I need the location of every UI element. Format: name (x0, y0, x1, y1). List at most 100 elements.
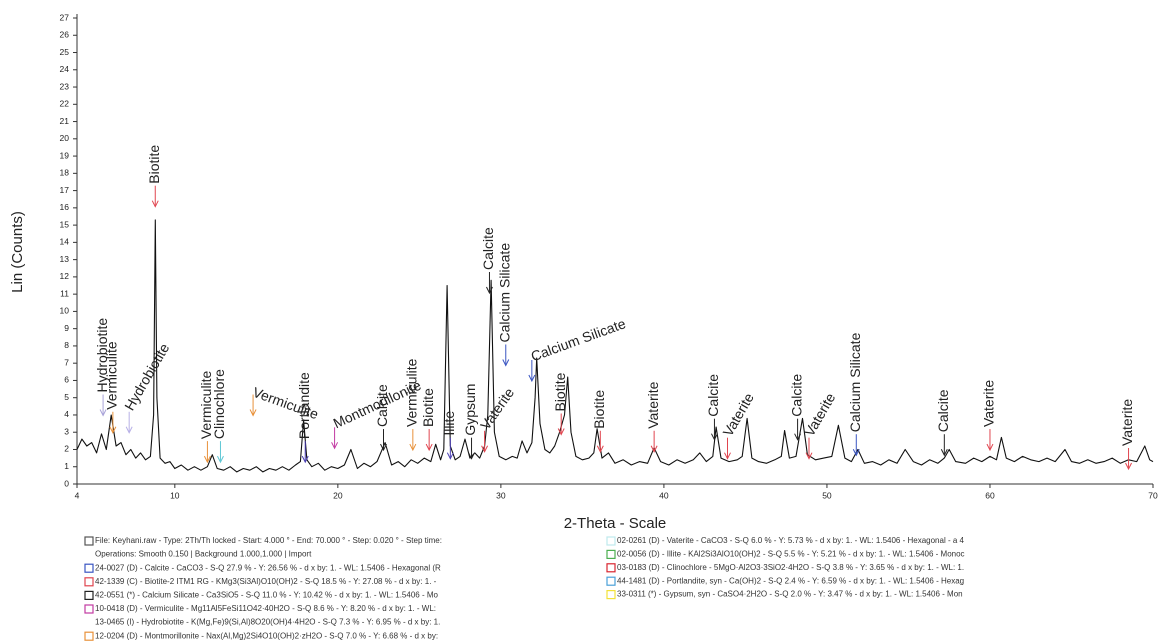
y-tick-label: 25 (60, 47, 70, 57)
legend-swatch (84, 536, 94, 546)
y-tick-label: 1 (64, 461, 69, 471)
annotation-arrowhead (650, 445, 658, 453)
x-axis-title: 2-Theta - Scale (564, 515, 667, 532)
legend-entry: 03-0183 (D) - Clinochlore - 5MgO·Al2O3·3… (617, 563, 964, 572)
y-tick-label: 20 (60, 133, 70, 143)
y-tick-label: 8 (64, 340, 69, 350)
annotation-arrowhead (1125, 462, 1132, 471)
annotation: Calcite (705, 374, 721, 417)
annotation-arrowhead (711, 433, 718, 441)
annotation-arrowhead (794, 433, 802, 441)
annotation: Calcium Silicate (847, 332, 863, 432)
annotation-arrowhead (502, 359, 510, 367)
annotation: Calcium Silicate (496, 243, 512, 343)
x-tick-label: 20 (333, 490, 343, 500)
legend-swatch (84, 604, 94, 614)
legend-swatch (84, 631, 94, 641)
annotation: Vaterite (1119, 399, 1135, 446)
annotation-arrowhead (852, 448, 860, 457)
y-tick-label: 0 (64, 478, 69, 488)
annotation-arrowhead (528, 374, 536, 383)
y-tick-label: 26 (60, 30, 70, 40)
annotation-arrowhead (331, 442, 339, 450)
annotation-arrowhead (99, 409, 107, 417)
y-tick-label: 3 (64, 426, 69, 436)
x-tick-label: 10 (170, 490, 180, 500)
legend-entry: 24-0027 (D) - Calcite - CaCO3 - S-Q 27.9… (95, 563, 441, 572)
legend-entry: 42-1339 (C) - Biotite-2 ITM1 RG - KMg3(S… (95, 577, 437, 586)
x-tick-label: 60 (985, 490, 995, 500)
y-tick-label: 11 (60, 288, 69, 298)
annotation: Vaterite (477, 385, 517, 433)
annotation-arrowhead (481, 445, 489, 453)
annotation: Clinochlore (211, 369, 227, 439)
annotation: Biotite (552, 372, 568, 411)
annotation-arrowhead (109, 426, 117, 434)
y-tick-label: 22 (60, 99, 70, 109)
x-tick-label: 4 (75, 490, 80, 500)
y-tick-label: 10 (60, 306, 70, 316)
y-tick-label: 4 (64, 409, 69, 419)
y-tick-label: 7 (64, 357, 69, 367)
annotation: Illite (441, 411, 457, 436)
y-tick-label: 9 (64, 323, 69, 333)
annotation-arrowhead (557, 428, 565, 436)
annotation: Hydrobiotite (121, 340, 172, 413)
annotation-arrowhead (301, 455, 309, 464)
annotation: Portlandite (296, 372, 312, 439)
x-tick-label: 70 (1148, 490, 1158, 500)
annotation: Gypsum (462, 384, 478, 436)
annotation: Vaterite (981, 380, 997, 427)
annotation: Biotite (591, 390, 607, 429)
legend-swatch (606, 536, 616, 546)
legend-entry: 42-0551 (*) - Calcium Silicate - Ca3SiO5… (95, 591, 439, 600)
y-tick-label: 14 (60, 237, 70, 247)
legend-swatch (606, 563, 616, 573)
legend-entry: 10-0418 (D) - Vermiculite - Mg11Al5FeSi1… (95, 604, 436, 613)
annotation-arrowhead (486, 286, 493, 295)
annotation: Vaterite (801, 390, 839, 439)
annotation: Calcite (374, 384, 390, 427)
y-tick-label: 23 (60, 81, 70, 91)
y-tick-label: 21 (60, 116, 70, 126)
annotation: Hydrobiotite (94, 318, 110, 393)
y-tick-label: 19 (60, 150, 70, 160)
annotation: Vermiculite (404, 358, 420, 427)
x-tick-label: 50 (822, 490, 832, 500)
annotation: Biotite (420, 388, 436, 427)
legend-swatch (606, 589, 616, 600)
annotation: Biotite (146, 145, 162, 184)
annotation-arrowhead (203, 455, 211, 464)
annotation: Calcium Silicate (529, 315, 628, 364)
y-tick-label: 18 (60, 168, 70, 178)
annotation: Calcite (935, 389, 951, 432)
y-axis-title: Lin (Counts) (9, 211, 26, 293)
x-tick-label: 30 (496, 490, 506, 500)
annotation-arrowhead (409, 443, 417, 452)
annotation-arrowhead (724, 452, 731, 460)
annotation-arrowhead (151, 200, 159, 208)
diffraction-line (76, 219, 1154, 473)
legend-entry: Operations: Smooth 0.150 | Background 1.… (95, 550, 312, 559)
legend-swatch (606, 576, 616, 586)
legend-entry: 13-0465 (I) - Hydrobiotite - K(Mg,Fe)9(S… (95, 618, 440, 627)
y-tick-label: 13 (60, 254, 70, 264)
annotation-arrowhead (940, 448, 948, 457)
annotation-arrowhead (596, 445, 604, 453)
annotation: Vermiculite (104, 341, 120, 410)
annotation-arrowhead (468, 452, 475, 460)
legend-entry: 12-0204 (D) - Montmorillonite - Nax(Al,M… (95, 631, 438, 640)
y-tick-label: 5 (64, 392, 69, 402)
legend-entry: 44-1481 (D) - Portlandite, syn - Ca(OH)2… (617, 576, 964, 585)
y-tick-label: 16 (60, 202, 70, 212)
legend-entry: File: Keyhani.raw - Type: 2Th/Th locked … (95, 536, 442, 545)
annotation-arrowhead (446, 452, 454, 460)
annotation: Vermiculite (198, 370, 214, 439)
legend-entry: 33-0311 (*) - Gypsum, syn - CaSO4·2H2O -… (617, 590, 963, 599)
annotation-arrowhead (249, 409, 257, 417)
legend-swatch (84, 590, 94, 601)
annotation-arrowhead (125, 426, 133, 434)
legend-swatch (84, 563, 94, 573)
legend-entry: 02-0056 (D) - Illite - KAl2Si3AlO10(OH)2… (617, 550, 965, 559)
